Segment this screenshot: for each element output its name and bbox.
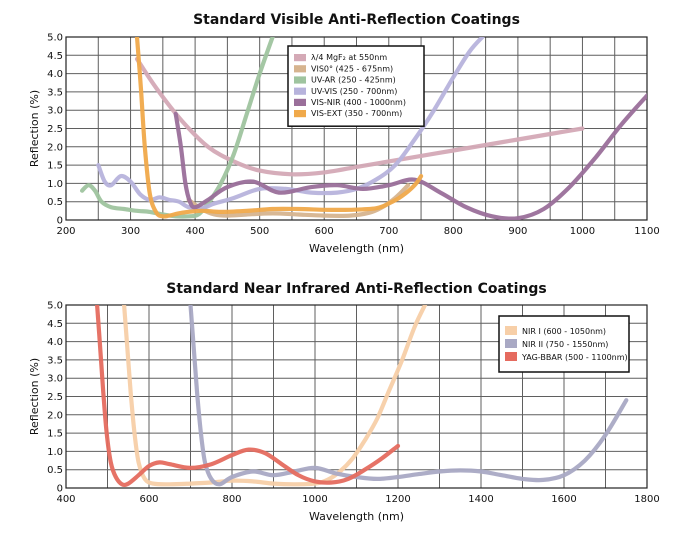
x-tick-label: 1000 <box>570 226 595 237</box>
y-tick-label: 0.5 <box>47 197 63 208</box>
legend-box <box>498 315 630 373</box>
y-tick-label: 0 <box>57 216 63 227</box>
x-axis-label: Wavelength (nm) <box>309 242 404 255</box>
chart-2: Standard Near Infrared Anti-Reflection C… <box>28 281 660 523</box>
legend-label: NIR II (750 - 1550nm) <box>522 340 608 349</box>
legend-label: UV-VIS (250 - 700nm) <box>311 87 397 96</box>
legend-swatch <box>294 76 306 84</box>
series-group <box>80 37 647 220</box>
legend: λ/4 MgF₂ at 550nm VIS0° (425 - 675nm) UV-A… <box>287 45 425 127</box>
legend-label: λ/4 MgF₂ at 550nm <box>311 53 387 62</box>
y-tick-label: 3.5 <box>47 355 63 366</box>
y-tick-label: 5.0 <box>47 301 63 312</box>
x-tick-label: 500 <box>250 226 269 237</box>
y-tick-label: 3.0 <box>47 106 63 117</box>
legend-swatch <box>505 326 517 335</box>
legend-label: VIS-NIR (400 - 1000nm) <box>311 98 406 107</box>
legend-swatch <box>294 87 306 95</box>
x-tick-label: 600 <box>139 494 158 505</box>
legend-box <box>287 45 425 127</box>
legend-label: YAG-BBAR (500 - 1100nm) <box>521 353 628 362</box>
x-tick-label: 800 <box>444 226 463 237</box>
series-line-3 <box>95 305 401 488</box>
legend-label: NIR I (600 - 1050nm) <box>522 327 606 336</box>
y-tick-label: 0 <box>57 484 63 495</box>
y-tick-label: 4.5 <box>47 319 63 330</box>
y-tick-label: 2.0 <box>47 142 63 153</box>
x-tick-label: 200 <box>56 226 75 237</box>
legend-label: VIS0° (425 - 675nm) <box>311 64 393 73</box>
plot-frame <box>65 36 648 221</box>
y-tick-label: 1.0 <box>47 179 63 190</box>
legend-swatch <box>505 352 517 361</box>
x-tick-label: 400 <box>56 494 75 505</box>
series-line-6 <box>134 37 424 219</box>
legend-swatch <box>294 110 306 118</box>
x-tick-label: 800 <box>222 494 241 505</box>
y-tick-label: 2.0 <box>47 410 63 421</box>
series-line-4 <box>96 37 485 211</box>
x-tick-label: 1200 <box>385 494 410 505</box>
x-tick-label: 900 <box>508 226 527 237</box>
legend-swatch <box>294 98 306 106</box>
y-tick-label: 4.0 <box>47 69 63 80</box>
legend-label: UV-AR (250 - 425nm) <box>311 76 396 85</box>
x-tick-label: 1800 <box>634 494 659 505</box>
y-tick-label: 2.5 <box>47 124 63 135</box>
series-line-1 <box>122 305 428 487</box>
x-tick-label: 600 <box>315 226 334 237</box>
x-tick-label: 400 <box>186 226 205 237</box>
y-tick-label: 1.0 <box>47 447 63 458</box>
x-tick-label: 1600 <box>551 494 576 505</box>
y-axis-label: Reflection (%) <box>28 90 41 167</box>
y-tick-label: 1.5 <box>47 161 63 172</box>
chart-1: Standard Visible Anti-Reflection Coating… <box>28 12 660 255</box>
x-tick-label: 700 <box>379 226 398 237</box>
y-tick-label: 4.5 <box>47 51 63 62</box>
y-axis-label: Reflection (%) <box>28 358 41 435</box>
x-tick-label: 1000 <box>302 494 327 505</box>
x-tick-label: 300 <box>121 226 140 237</box>
legend-swatch <box>294 65 306 73</box>
legend-swatch <box>294 54 306 62</box>
y-tick-label: 4.0 <box>47 337 63 348</box>
y-tick-label: 3.0 <box>47 374 63 385</box>
y-tick-label: 2.5 <box>47 392 63 403</box>
legend: NIR I (600 - 1050nm) NIR II (750 - 1550nm… <box>498 315 630 373</box>
series-line-1 <box>134 56 585 177</box>
x-tick-label: 1400 <box>468 494 493 505</box>
series-line-5 <box>173 93 647 220</box>
legend-label: VIS-EXT (350 - 700nm) <box>311 109 402 118</box>
y-tick-label: 0.5 <box>47 465 63 476</box>
legend-swatch <box>505 339 517 348</box>
y-tick-label: 5.0 <box>47 33 63 44</box>
chart-title: Standard Visible Anti-Reflection Coating… <box>193 12 520 28</box>
x-axis-label: Wavelength (nm) <box>309 510 404 523</box>
series-group <box>95 305 629 488</box>
y-tick-label: 3.5 <box>47 87 63 98</box>
y-tick-label: 1.5 <box>47 429 63 440</box>
chart-title: Standard Near Infrared Anti-Reflection C… <box>166 281 546 297</box>
plot-frame <box>65 304 648 489</box>
x-tick-label: 1100 <box>634 226 659 237</box>
